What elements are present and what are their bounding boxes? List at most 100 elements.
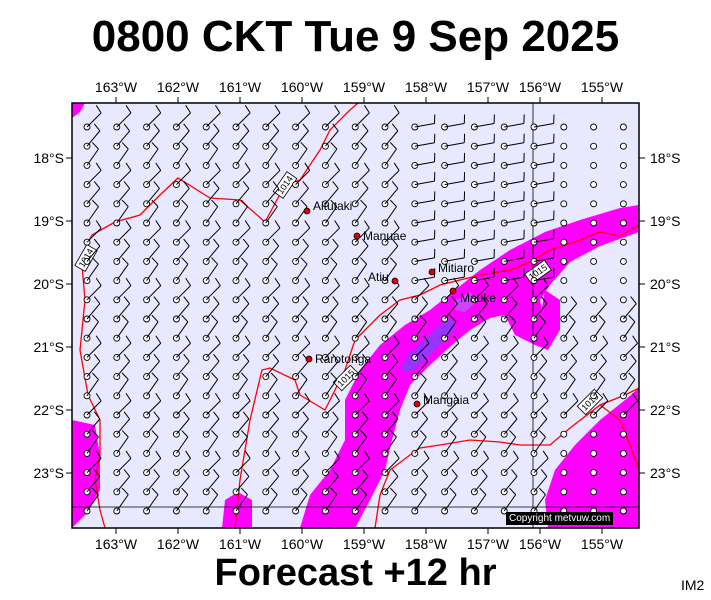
wind-barb [292,123,309,150]
wind-barb [292,487,308,515]
wind-barb [411,191,436,208]
wind-barb [619,296,637,323]
wind-barb [262,353,280,381]
wind-barb [262,296,280,323]
wind-barb [262,277,281,304]
wind-barb [143,411,160,438]
wind-barb [530,210,555,227]
wind-barb [381,335,400,361]
wind-barb [113,220,132,246]
svg-text:Mangaia: Mangaia [423,393,469,407]
wind-barb [530,372,546,400]
wind-barb [172,162,191,189]
wind-barb [530,172,555,189]
lon-label: 161°W [219,536,262,552]
wind-barb [83,450,102,477]
wind-barb [292,296,309,323]
wind-barb [172,296,190,323]
wind-barb [381,181,399,208]
wind-barb [411,296,429,323]
wind-barb [560,123,568,131]
wind-barb [83,296,101,323]
wind-barb [83,257,99,285]
wind-barb [143,199,159,227]
wind-barb [590,353,607,381]
wind-barb [232,450,251,477]
wind-barb [500,152,525,169]
wind-barb [202,199,219,227]
wind-barb [292,450,311,477]
wind-barb [619,181,627,189]
wind-barb [351,296,369,323]
lon-label: 161°W [219,79,262,95]
svg-text:Mauke: Mauke [460,291,496,305]
wind-barb [619,219,627,227]
wind-barb [321,142,338,169]
wind-barb [351,257,368,285]
lon-label: 158°W [405,536,448,552]
wind-barb [232,199,248,227]
wind-barb [143,353,160,381]
wind-barb [202,162,221,189]
wind-barb [172,314,189,342]
wind-barb [470,133,495,150]
latitude-labels-right: 18°S 19°S 20°S 21°S 22°S 23°S [650,150,681,481]
wind-barb [500,487,517,515]
wind-barb [441,469,458,496]
wind-barb [590,430,598,438]
wind-barb [321,411,339,438]
wind-barb [143,469,160,496]
wind-barb [83,393,102,419]
wind-barb [321,487,338,515]
wind-barb [83,314,99,342]
wind-barb [113,314,129,342]
wind-barb [143,257,159,285]
wind-barb [83,123,101,150]
wind-barb [113,277,132,304]
wind-barb [262,142,278,169]
wind-barb [619,161,627,169]
wind-barb [113,181,131,208]
wind-barb [590,277,598,285]
wind-barb [232,220,251,246]
lat-label: 19°S [650,213,681,229]
wind-barb [351,372,368,400]
isobar-1015 [374,387,640,529]
wind-barb [411,393,430,419]
wind-barb [351,487,368,515]
wind-barb [381,430,397,457]
wind-barb [202,411,220,438]
wind-barb [321,335,340,361]
wind-barb [411,469,429,496]
wind-barb [232,353,250,381]
lat-label: 23°S [33,465,64,481]
wind-barb [292,142,308,169]
wind-barb [83,430,99,457]
lat-label: 20°S [33,276,64,292]
wind-barb [172,411,190,438]
wind-barb [441,372,457,400]
wind-barb [441,296,458,323]
wind-barb [232,181,250,208]
wind-barb [381,393,400,419]
wind-barb [83,411,101,438]
wind-barb [172,430,189,457]
wind-barb [232,372,248,400]
wind-barb [321,277,340,304]
wind-barb [530,296,548,323]
wind-barb [500,335,519,361]
wind-barb [530,450,549,477]
wind-barb [381,105,400,131]
wind-barb [441,487,457,515]
wind-barb [530,335,549,361]
wind-barb [113,296,131,323]
wind-barb [381,162,400,189]
wind-barb [530,133,555,150]
wind-barb [202,430,219,457]
wind-barb [411,314,427,342]
wind-barb [202,314,219,342]
wind-barb [172,353,190,381]
wind-barb [381,142,397,169]
wind-barb [83,353,101,381]
wind-barb [470,430,487,457]
